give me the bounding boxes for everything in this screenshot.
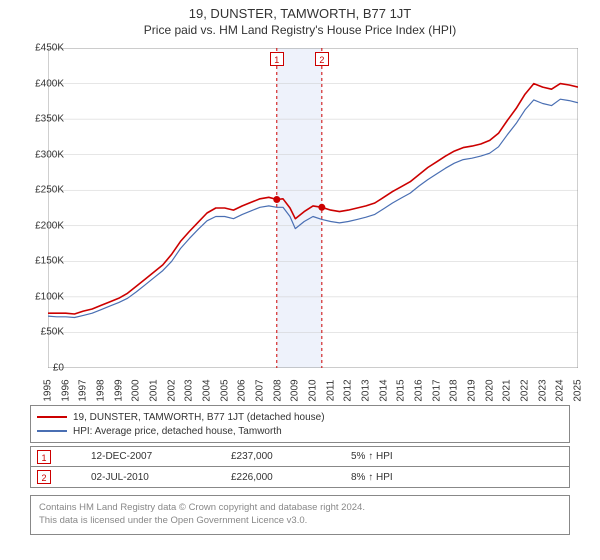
plot-area (48, 48, 578, 368)
y-tick-label: £250K (4, 185, 64, 196)
x-tick-label: 2017 (431, 379, 442, 401)
x-tick-label: 2020 (484, 379, 495, 401)
chart-container: 19, DUNSTER, TAMWORTH, B77 1JT Price pai… (0, 0, 600, 560)
transaction-price-2: £226,000 (231, 472, 351, 483)
transaction-marker-2: 2 (37, 470, 51, 484)
x-tick-label: 2018 (449, 379, 460, 401)
x-tick-label: 2010 (308, 379, 319, 401)
y-tick-label: £450K (4, 43, 64, 54)
x-tick-label: 2022 (520, 379, 531, 401)
x-tick-label: 2019 (467, 379, 478, 401)
x-tick-label: 2005 (219, 379, 230, 401)
x-tick-label: 2007 (255, 379, 266, 401)
x-tick-label: 1997 (78, 379, 89, 401)
x-tick-label: 2002 (166, 379, 177, 401)
transactions-table: 1 12-DEC-2007 £237,000 5% ↑ HPI 2 02-JUL… (30, 446, 570, 488)
legend-swatch-2 (37, 430, 67, 432)
legend-swatch-1 (37, 416, 67, 418)
x-tick-label: 2012 (343, 379, 354, 401)
y-tick-label: £50K (4, 327, 64, 338)
x-tick-label: 1999 (113, 379, 124, 401)
y-tick-label: £0 (4, 363, 64, 374)
x-tick-label: 2003 (184, 379, 195, 401)
x-tick-label: 2000 (131, 379, 142, 401)
transaction-marker-1: 1 (37, 450, 51, 464)
y-tick-label: £400K (4, 78, 64, 89)
plot-svg (48, 48, 578, 368)
legend-item-price-paid: 19, DUNSTER, TAMWORTH, B77 1JT (detached… (37, 410, 563, 424)
footer-line-1: Contains HM Land Registry data © Crown c… (39, 502, 561, 515)
legend-label-2: HPI: Average price, detached house, Tamw… (73, 426, 282, 437)
chart-marker-box: 2 (315, 52, 329, 66)
chart-title: 19, DUNSTER, TAMWORTH, B77 1JT (0, 6, 600, 21)
transactions-row-2: 2 02-JUL-2010 £226,000 8% ↑ HPI (31, 467, 569, 487)
transaction-delta-2: 8% ↑ HPI (351, 472, 451, 483)
x-tick-label: 2004 (202, 379, 213, 401)
x-tick-label: 1995 (43, 379, 54, 401)
transactions-row-1: 1 12-DEC-2007 £237,000 5% ↑ HPI (31, 447, 569, 467)
transaction-delta-1: 5% ↑ HPI (351, 451, 451, 462)
transaction-price-1: £237,000 (231, 451, 351, 462)
y-tick-label: £150K (4, 256, 64, 267)
x-tick-label: 2009 (290, 379, 301, 401)
x-tick-label: 2016 (414, 379, 425, 401)
x-tick-label: 1996 (60, 379, 71, 401)
x-tick-label: 2021 (502, 379, 513, 401)
titles-block: 19, DUNSTER, TAMWORTH, B77 1JT Price pai… (0, 0, 600, 37)
x-tick-label: 2014 (378, 379, 389, 401)
footer-line-2: This data is licensed under the Open Gov… (39, 515, 561, 528)
y-tick-label: £200K (4, 220, 64, 231)
x-tick-label: 2013 (361, 379, 372, 401)
y-tick-label: £100K (4, 291, 64, 302)
chart-marker-box: 1 (270, 52, 284, 66)
transaction-date-2: 02-JUL-2010 (91, 472, 231, 483)
footer: Contains HM Land Registry data © Crown c… (30, 495, 570, 535)
x-tick-label: 2023 (537, 379, 548, 401)
legend-item-hpi: HPI: Average price, detached house, Tamw… (37, 424, 563, 438)
legend: 19, DUNSTER, TAMWORTH, B77 1JT (detached… (30, 405, 570, 443)
x-tick-label: 2011 (325, 380, 336, 402)
x-tick-label: 1998 (96, 379, 107, 401)
x-tick-label: 2015 (396, 379, 407, 401)
x-tick-label: 2006 (237, 379, 248, 401)
x-tick-label: 2008 (272, 379, 283, 401)
transaction-date-1: 12-DEC-2007 (91, 451, 231, 462)
x-tick-label: 2001 (149, 379, 160, 401)
chart-subtitle: Price paid vs. HM Land Registry's House … (0, 23, 600, 37)
y-tick-label: £350K (4, 114, 64, 125)
x-tick-label: 2025 (573, 379, 584, 401)
legend-label-1: 19, DUNSTER, TAMWORTH, B77 1JT (detached… (73, 412, 325, 423)
x-tick-label: 2024 (555, 379, 566, 401)
y-tick-label: £300K (4, 149, 64, 160)
